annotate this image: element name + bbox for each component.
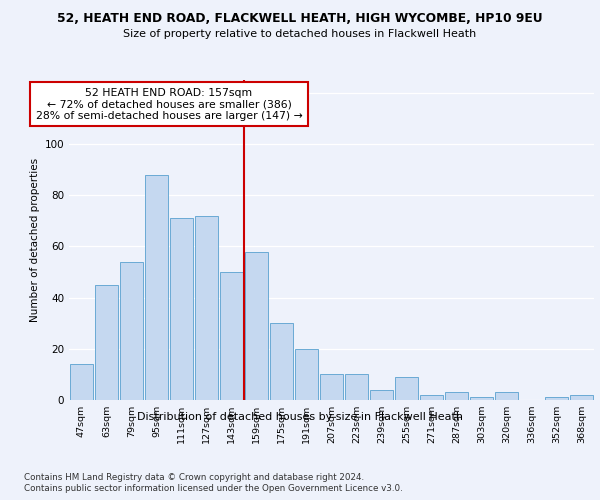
Text: 52, HEATH END ROAD, FLACKWELL HEATH, HIGH WYCOMBE, HP10 9EU: 52, HEATH END ROAD, FLACKWELL HEATH, HIG… bbox=[57, 12, 543, 26]
Bar bbox=[570, 395, 593, 400]
Bar bbox=[70, 364, 93, 400]
Bar bbox=[220, 272, 243, 400]
Y-axis label: Number of detached properties: Number of detached properties bbox=[30, 158, 40, 322]
Bar bbox=[420, 395, 443, 400]
Bar bbox=[370, 390, 393, 400]
Bar bbox=[145, 174, 168, 400]
Bar bbox=[495, 392, 518, 400]
Text: Distribution of detached houses by size in Flackwell Heath: Distribution of detached houses by size … bbox=[137, 412, 463, 422]
Bar bbox=[295, 349, 318, 400]
Bar bbox=[470, 398, 493, 400]
Bar bbox=[545, 398, 568, 400]
Text: Contains public sector information licensed under the Open Government Licence v3: Contains public sector information licen… bbox=[24, 484, 403, 493]
Bar bbox=[195, 216, 218, 400]
Bar bbox=[120, 262, 143, 400]
Text: Size of property relative to detached houses in Flackwell Heath: Size of property relative to detached ho… bbox=[124, 29, 476, 39]
Bar bbox=[320, 374, 343, 400]
Bar bbox=[395, 377, 418, 400]
Bar bbox=[245, 252, 268, 400]
Bar bbox=[345, 374, 368, 400]
Bar bbox=[270, 323, 293, 400]
Bar bbox=[95, 285, 118, 400]
Bar bbox=[445, 392, 468, 400]
Text: Contains HM Land Registry data © Crown copyright and database right 2024.: Contains HM Land Registry data © Crown c… bbox=[24, 472, 364, 482]
Text: 52 HEATH END ROAD: 157sqm
← 72% of detached houses are smaller (386)
28% of semi: 52 HEATH END ROAD: 157sqm ← 72% of detac… bbox=[35, 88, 302, 121]
Bar bbox=[170, 218, 193, 400]
